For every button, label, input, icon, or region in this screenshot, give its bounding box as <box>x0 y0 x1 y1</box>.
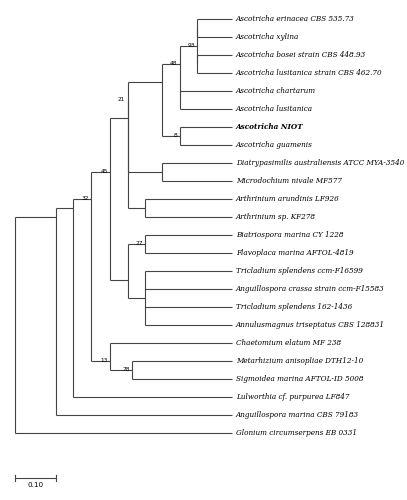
Text: Lulworthia cf. purpurea LF847: Lulworthia cf. purpurea LF847 <box>236 393 349 401</box>
Text: Ascotricha bosei strain CBS 448.93: Ascotricha bosei strain CBS 448.93 <box>236 50 366 58</box>
Text: Ascotricha xylina: Ascotricha xylina <box>236 32 299 40</box>
Text: Sigmoidea marina AFTOL-ID 5008: Sigmoidea marina AFTOL-ID 5008 <box>236 375 363 383</box>
Text: Anguillospora marina CBS 79183: Anguillospora marina CBS 79183 <box>236 411 359 419</box>
Text: 27: 27 <box>135 241 143 246</box>
Text: 8: 8 <box>174 133 177 138</box>
Text: Arthrinium arundinis LF926: Arthrinium arundinis LF926 <box>236 194 340 202</box>
Text: Chaetomium elatum MF 238: Chaetomium elatum MF 238 <box>236 339 341 347</box>
Text: 21: 21 <box>118 97 125 102</box>
Text: 78: 78 <box>122 368 130 372</box>
Text: Metarhizium anisopliae DTH12-10: Metarhizium anisopliae DTH12-10 <box>236 357 363 365</box>
Text: Ascotricha lusitanica: Ascotricha lusitanica <box>236 104 313 112</box>
Text: Biatriospora marina CY 1228: Biatriospora marina CY 1228 <box>236 230 344 238</box>
Text: 0.10: 0.10 <box>28 482 44 488</box>
Text: Tricladium splendens ccm-F16599: Tricladium splendens ccm-F16599 <box>236 266 363 274</box>
Text: 45: 45 <box>101 169 108 174</box>
Text: Anguillospora crassa strain ccm-F15583: Anguillospora crassa strain ccm-F15583 <box>236 284 385 292</box>
Text: Ascotricha erinacea CBS 535.73: Ascotricha erinacea CBS 535.73 <box>236 14 355 22</box>
Text: Ascotricha chartarum: Ascotricha chartarum <box>236 86 316 94</box>
Text: Ascotricha lusitanica strain CBS 462.70: Ascotricha lusitanica strain CBS 462.70 <box>236 68 383 76</box>
Text: 13: 13 <box>101 358 108 364</box>
Text: 48: 48 <box>170 61 177 66</box>
Text: Glonium circumserpens EB 0331: Glonium circumserpens EB 0331 <box>236 429 357 437</box>
Text: Ascotricha guamenis: Ascotricha guamenis <box>236 140 313 148</box>
Text: Ascotricha NIOT: Ascotricha NIOT <box>236 122 304 130</box>
Text: 93: 93 <box>187 43 195 48</box>
Text: Microdochium nivale MF577: Microdochium nivale MF577 <box>236 176 342 184</box>
Text: Flavoplaca marina AFTOL-4819: Flavoplaca marina AFTOL-4819 <box>236 248 354 256</box>
Text: Diatrypasimilis australiensis ATCC MYA-3540: Diatrypasimilis australiensis ATCC MYA-3… <box>236 158 404 166</box>
Text: Tricladium splendens 162-1436: Tricladium splendens 162-1436 <box>236 302 352 310</box>
Text: Arthrinium sp. KF278: Arthrinium sp. KF278 <box>236 212 316 220</box>
Text: 32: 32 <box>81 196 89 201</box>
Text: Annulusmagnus triseptatus CBS 128831: Annulusmagnus triseptatus CBS 128831 <box>236 320 385 328</box>
